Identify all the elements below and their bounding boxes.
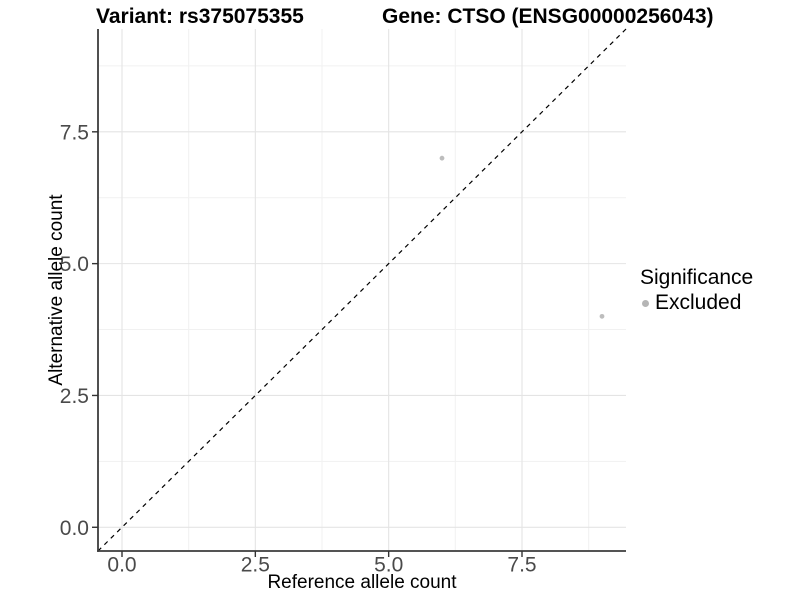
y-tick-label: 0.0 (60, 517, 89, 540)
data-point (599, 313, 605, 319)
plot-title-variant: Variant: rs375075355 (96, 5, 304, 28)
x-tick-label: 2.5 (241, 554, 270, 577)
x-axis-title: Reference allele count (267, 572, 457, 593)
y-tick-label: 2.5 (60, 385, 89, 408)
y-tick-label: 5.0 (60, 253, 89, 276)
y-axis-title: Alternative allele count (46, 194, 67, 386)
plot-title-gene: Gene: CTSO (ENSG00000256043) (382, 5, 714, 28)
identity-reference-line (97, 28, 627, 552)
y-tick-label: 7.5 (60, 121, 89, 144)
legend-item-label: Excluded (655, 291, 742, 314)
legend-key-point-icon (642, 299, 649, 307)
legend-items: Excluded (640, 292, 753, 314)
legend: Significance Excluded (640, 266, 753, 314)
x-tick-label: 5.0 (374, 554, 403, 577)
legend-item: Excluded (640, 292, 753, 314)
x-tick-label: 7.5 (507, 554, 536, 577)
x-tick-label: 0.0 (107, 554, 136, 577)
legend-title: Significance (640, 266, 754, 289)
data-point (439, 155, 445, 161)
